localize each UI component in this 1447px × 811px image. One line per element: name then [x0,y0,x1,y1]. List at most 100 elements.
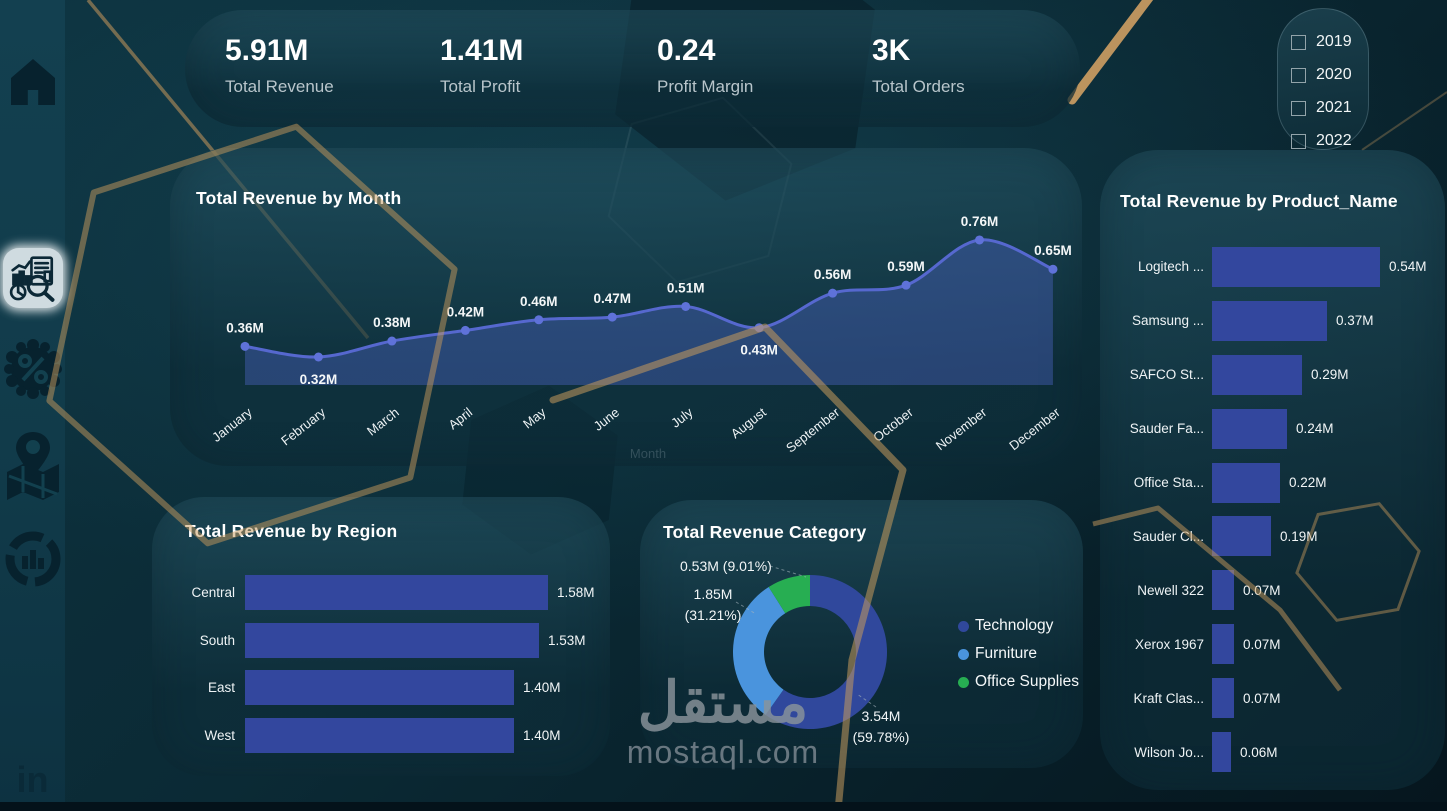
value-label: 0.24M [1296,421,1334,437]
value-label: 0.07M [1243,582,1281,598]
sidebar-item-map[interactable] [0,430,65,500]
product-row-Sauder-Fa-: Sauder Fa... 0.24M [1100,402,1439,456]
x-axis-label: November [933,404,990,453]
donut-callout-Furniture: 1.85M (31.21%) [684,586,742,623]
bar[interactable] [1212,678,1234,719]
data-point-September[interactable] [828,288,838,298]
donut-callout-Technology: 3.54M (59.78%) [852,708,910,745]
data-label: 0.42M [447,304,485,319]
product-row-Newell-322: Newell 322 0.07M [1100,563,1439,617]
sidebar-item-discount[interactable] [0,338,65,400]
category-label: SAFCO St... [1129,367,1204,383]
bar[interactable] [1212,570,1234,611]
category-label: South [199,632,235,648]
product-row-Wilson-Jo-: Wilson Jo... 0.06M [1100,725,1439,779]
bar[interactable] [245,622,539,658]
legend-item-Furniture[interactable]: Furniture [958,643,1037,665]
checkbox-icon[interactable] [1291,133,1306,149]
data-point-April[interactable] [460,325,470,335]
x-axis-label: March [364,405,402,439]
x-axis-label: October [870,404,916,445]
kpi-label: Total Revenue [225,77,334,96]
year-checkbox-2021[interactable]: 2021 [1291,97,1352,119]
year-checkbox-2022[interactable]: 2022 [1291,130,1352,152]
data-label: 0.46M [520,294,558,309]
data-label: 0.76M [961,214,999,229]
year-slicer: 2019 2020 2021 2022 [1277,8,1369,150]
bar[interactable] [1212,354,1302,395]
value-label: 0.06M [1240,744,1278,760]
legend-label: Technology [975,617,1054,634]
map-pin-icon [5,430,61,500]
region-row-South: South 1.53M [152,617,604,665]
data-point-July[interactable] [681,301,691,311]
data-point-August[interactable] [754,323,764,333]
legend-item-Technology[interactable]: Technology [958,615,1053,637]
data-point-December[interactable] [1048,264,1058,274]
data-point-January[interactable] [240,341,250,351]
legend-label: Furniture [975,645,1038,662]
data-label: 0.51M [667,280,705,295]
bar[interactable] [1212,732,1231,773]
legend-dot [958,648,969,660]
kpi-profit-margin: 0.24 Profit Margin [657,34,753,97]
sidebar-item-sales-analytics[interactable] [0,248,65,308]
value-label: 1.58M [557,585,595,601]
year-label: 2019 [1316,33,1352,50]
value-label: 0.07M [1243,636,1281,652]
kpi-total-revenue: 5.91M Total Revenue [225,34,334,97]
data-point-October[interactable] [901,280,911,290]
legend-item-Office-Supplies[interactable]: Office Supplies [958,671,1079,693]
data-label: 0.56M [814,267,852,282]
kpi-value: 3K [872,34,911,67]
data-label: 0.36M [226,320,264,335]
bar[interactable] [1212,246,1380,287]
product-row-Logitech-: Logitech ... 0.54M [1100,240,1439,294]
year-label: 2020 [1316,66,1352,83]
data-point-June[interactable] [607,312,617,322]
value-label: 1.40M [523,727,561,743]
sidebar-item-linkedin[interactable]: in [0,762,65,798]
sidebar-item-category-analysis[interactable] [0,528,65,590]
bar[interactable] [1212,516,1271,557]
data-point-May[interactable] [534,315,544,325]
product-row-Office-Sta-: Office Sta... 0.22M [1100,456,1439,510]
legend-dot [958,676,969,688]
home-icon [7,55,59,109]
checkbox-icon[interactable] [1291,34,1306,50]
data-point-March[interactable] [387,336,397,346]
legend-label: Office Supplies [975,673,1079,690]
sidebar-item-home[interactable] [0,55,65,109]
data-point-February[interactable] [313,352,323,362]
region-row-West: West 1.40M [152,712,604,760]
year-checkbox-2019[interactable]: 2019 [1291,31,1352,53]
bar[interactable] [1212,300,1327,341]
product-row-Samsung-: Samsung ... 0.37M [1100,294,1439,348]
category-label: Sauder Cl... [1132,528,1204,544]
region-row-Central: Central 1.58M [152,569,604,617]
category-label: Wilson Jo... [1134,744,1204,760]
category-label: Newell 322 [1137,582,1204,598]
data-label: 0.43M [740,343,778,358]
category-label: West [204,727,235,743]
category-label: Xerox 1967 [1134,636,1204,652]
bar[interactable] [245,717,514,753]
checkbox-icon[interactable] [1291,100,1306,116]
bar[interactable] [245,670,514,706]
kpi-card: 5.91M Total Revenue 1.41M Total Profit 0… [185,10,1080,127]
year-label: 2022 [1316,132,1352,149]
x-axis-label: January [209,404,255,445]
year-checkbox-2020[interactable]: 2020 [1291,64,1352,86]
checkbox-icon[interactable] [1291,67,1306,83]
category-label: Office Sta... [1133,475,1204,491]
product-row-SAFCO-St-: SAFCO St... 0.29M [1100,348,1439,402]
bar[interactable] [245,575,548,611]
bar[interactable] [1212,624,1234,665]
year-label: 2021 [1316,99,1352,116]
data-point-November[interactable] [975,235,984,245]
bar[interactable] [1212,462,1280,503]
category-label: Samsung ... [1131,313,1204,329]
bar[interactable] [1212,408,1287,449]
chart-title: Total Revenue by Product_Name [1120,191,1398,211]
